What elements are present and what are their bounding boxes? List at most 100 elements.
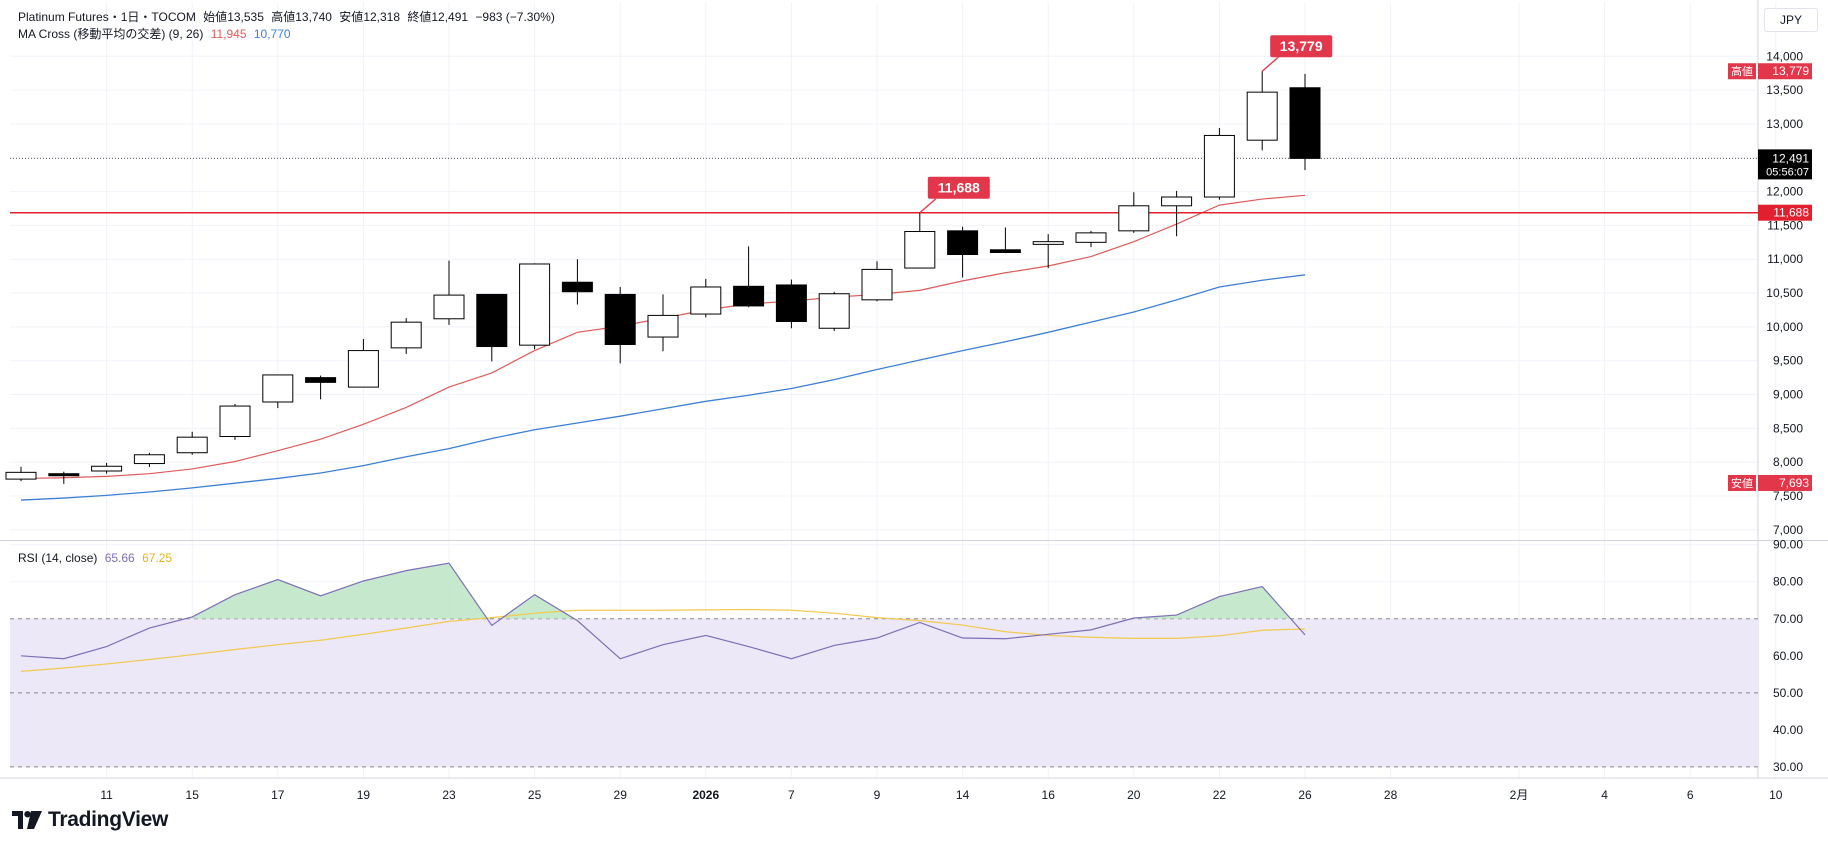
- price-tick-label: 14,000: [1766, 49, 1803, 63]
- rsi-tick-label: 70.00: [1773, 612, 1803, 626]
- candle-body: [1032, 241, 1064, 245]
- candle-body: [433, 294, 465, 320]
- candle-body: [48, 473, 80, 477]
- high-value: 13,740: [295, 10, 332, 24]
- time-tick-label: 25: [528, 788, 542, 802]
- candle-body: [904, 231, 936, 269]
- callout-box: [1270, 35, 1333, 58]
- candle-body: [305, 377, 337, 383]
- candle-body: [262, 374, 294, 403]
- last-price-box: [1758, 149, 1812, 180]
- rsi-overbought-fill: [501, 594, 575, 619]
- low-label: 安値: [339, 10, 364, 24]
- candle-body: [604, 293, 636, 345]
- axis-badge-box: [1758, 63, 1812, 80]
- high-label: 高値: [271, 10, 296, 24]
- candle-body: [347, 350, 379, 388]
- open-label: 始値: [203, 10, 228, 24]
- price-tick-label: 9,000: [1773, 388, 1803, 402]
- resistance-axis-box: [1758, 204, 1812, 221]
- time-tick-label: 16: [1042, 788, 1056, 802]
- axis-badge-value: 13,779: [1772, 64, 1809, 78]
- candle-body: [1246, 91, 1278, 141]
- rsi-line: [20, 562, 1306, 660]
- time-tick-label: 6: [1687, 788, 1694, 802]
- time-tick-label: 14: [956, 788, 970, 802]
- axis-badge-label: 高値: [1731, 64, 1753, 78]
- candle-body: [390, 321, 422, 349]
- callout-label: 13,779: [1280, 38, 1323, 54]
- ma26-line: [20, 274, 1306, 501]
- rsi-tick-label: 90.00: [1773, 538, 1803, 552]
- candle-body: [476, 293, 508, 348]
- symbol-title: Platinum Futures・1日・TOCOM: [18, 10, 196, 24]
- time-tick-label: 22: [1213, 788, 1227, 802]
- callout-label: 11,688: [938, 180, 980, 196]
- price-tick-label: 9,500: [1773, 354, 1803, 368]
- candle-body: [519, 263, 551, 346]
- time-tick-label: 9: [874, 788, 881, 802]
- ma-legend-name: MA Cross (移動平均の交差) (9, 26): [18, 27, 204, 41]
- time-tick-label: 17: [271, 788, 285, 802]
- candle-body: [561, 281, 593, 293]
- time-tick-label: 19: [357, 788, 371, 802]
- rsi-tick-label: 40.00: [1773, 723, 1803, 737]
- resistance-axis-label: 11,688: [1773, 206, 1809, 220]
- price-tick-label: 10,000: [1766, 320, 1803, 334]
- time-tick-label: 2月: [1510, 788, 1529, 802]
- tradingview-logo[interactable]: TradingView: [12, 808, 168, 832]
- tradingview-logo-icon: [12, 811, 42, 829]
- candle-body: [1203, 134, 1235, 198]
- rsi-tick-label: 60.00: [1773, 649, 1803, 663]
- candle-body: [176, 436, 208, 454]
- candle-body: [133, 454, 165, 465]
- candle-body: [1075, 232, 1107, 243]
- close-value: 12,491: [431, 10, 469, 24]
- candle-body: [647, 314, 679, 338]
- candle-body: [861, 268, 893, 301]
- callout-pointer: [1261, 56, 1279, 72]
- callout-box: [927, 176, 990, 199]
- candle-body: [989, 249, 1021, 253]
- candle-body: [1289, 87, 1321, 159]
- candle-body: [1161, 196, 1193, 207]
- price-tick-label: 8,000: [1773, 455, 1803, 469]
- rsi-value: 65.66: [104, 551, 135, 565]
- time-tick-label: 26: [1298, 788, 1312, 802]
- price-tick-label: 8,500: [1773, 421, 1803, 435]
- candle-body: [818, 293, 850, 329]
- candle-body: [91, 465, 123, 472]
- rsi-tick-label: 80.00: [1773, 575, 1803, 589]
- candles: [5, 71, 1321, 484]
- ma-fast-value: 11,945: [210, 27, 247, 41]
- price-tick-label: 7,500: [1773, 489, 1803, 503]
- time-tick-label: 4: [1601, 788, 1608, 802]
- low-value: 12,318: [363, 10, 401, 24]
- axis-badge-tag: [1728, 474, 1756, 491]
- price-tick-label: 11,500: [1767, 218, 1803, 232]
- candle-body: [690, 286, 722, 315]
- rsi-tick-label: 50.00: [1773, 686, 1803, 700]
- price-tick-label: 13,500: [1766, 83, 1803, 97]
- rsi-ma-value: 67.25: [142, 551, 173, 565]
- price-tick-label: 10,500: [1766, 286, 1803, 300]
- countdown-label: 05:56:07: [1766, 166, 1809, 178]
- time-tick-label: 2026: [692, 788, 719, 802]
- time-tick-label: 28: [1384, 788, 1398, 802]
- rsi-tick-label: 30.00: [1773, 760, 1803, 774]
- currency-button[interactable]: JPY: [1764, 8, 1818, 32]
- time-tick-label: 23: [442, 788, 456, 802]
- price-tick-label: 12,000: [1766, 185, 1803, 199]
- tradingview-wordmark: TradingView: [48, 808, 169, 831]
- candle-body: [5, 471, 37, 480]
- time-tick-label: 7: [788, 788, 795, 802]
- axis-badge-tag: [1728, 63, 1756, 80]
- price-tick-label: 13,000: [1766, 117, 1803, 131]
- rsi-legend: RSI (14, close) 65.66 67.25: [18, 551, 176, 565]
- symbol-legend: Platinum Futures・1日・TOCOM 始値13,535 高値13,…: [18, 8, 559, 25]
- open-value: 13,535: [227, 10, 264, 24]
- axis-badge-label: 安値: [1731, 476, 1753, 490]
- rsi-overbought-fill: [1131, 586, 1291, 619]
- rsi-ma-line: [20, 608, 1306, 672]
